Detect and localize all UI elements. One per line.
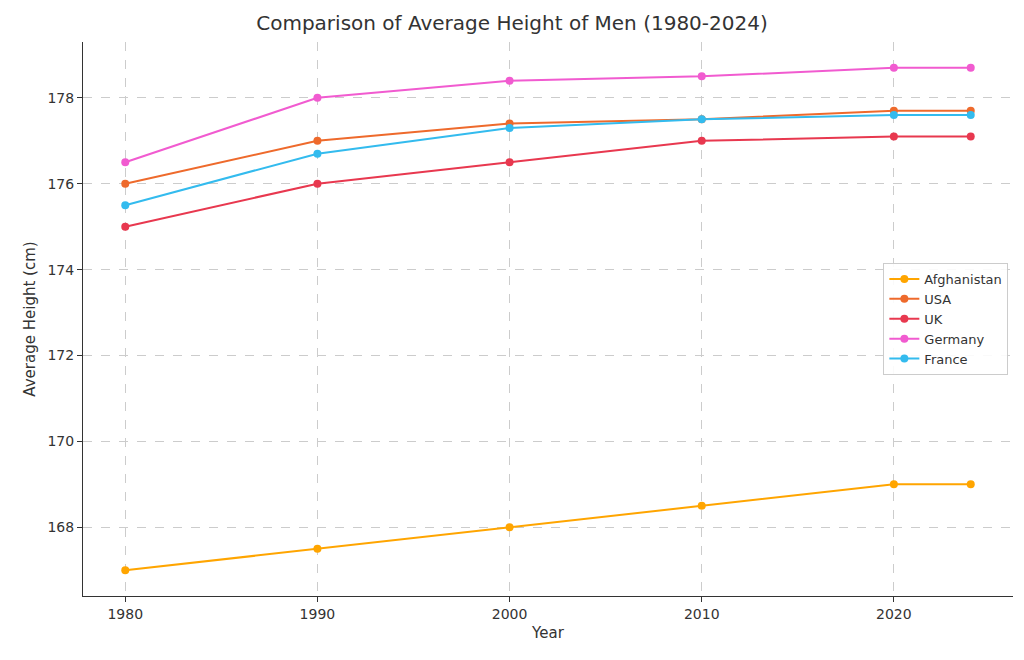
svg-text:Year: Year — [531, 624, 565, 642]
svg-text:USA: USA — [924, 292, 951, 307]
svg-text:Germany: Germany — [924, 332, 984, 347]
svg-text:178: 178 — [47, 90, 74, 106]
svg-text:2010: 2010 — [684, 606, 720, 622]
svg-text:2020: 2020 — [876, 606, 912, 622]
svg-text:176: 176 — [47, 176, 74, 192]
svg-text:UK: UK — [924, 312, 943, 327]
svg-text:Afghanistan: Afghanistan — [924, 272, 1001, 287]
svg-text:France: France — [924, 352, 967, 367]
svg-text:Average Height (cm): Average Height (cm) — [21, 241, 39, 396]
svg-text:174: 174 — [47, 262, 74, 278]
svg-text:168: 168 — [47, 519, 74, 535]
svg-text:2000: 2000 — [492, 606, 528, 622]
svg-text:170: 170 — [47, 433, 74, 449]
svg-text:1990: 1990 — [300, 606, 336, 622]
svg-text:Comparison of Average Height o: Comparison of Average Height of Men (198… — [256, 11, 768, 35]
svg-text:172: 172 — [47, 347, 74, 363]
svg-text:1980: 1980 — [107, 606, 143, 622]
